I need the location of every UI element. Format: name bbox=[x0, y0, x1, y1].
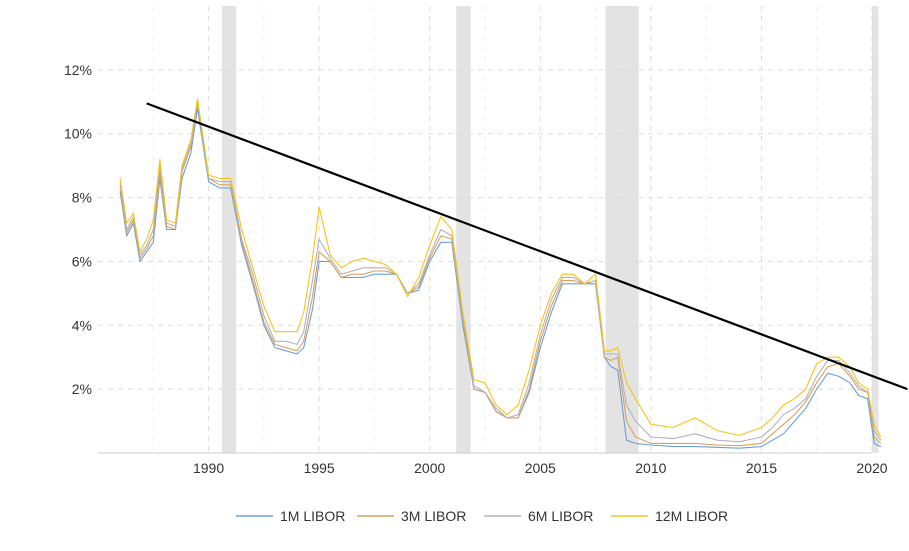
series-line-3 bbox=[119, 98, 882, 438]
x-tick-label: 1990 bbox=[193, 460, 224, 476]
x-tick-label: 2005 bbox=[525, 460, 556, 476]
series-lines bbox=[119, 98, 882, 449]
trendline bbox=[146, 102, 908, 391]
y-tick-label: 12% bbox=[64, 62, 92, 78]
legend: 1M LIBOR 3M LIBOR 6M LIBOR 12M LIBOR bbox=[236, 508, 728, 524]
recession-band-1 bbox=[456, 6, 471, 453]
x-tick-label: 2000 bbox=[414, 460, 445, 476]
x-axis-ticks: 1990 1995 2000 2005 2010 2015 2020 bbox=[193, 460, 888, 476]
legend-label[interactable]: 12M LIBOR bbox=[655, 508, 728, 524]
y-tick-label: 10% bbox=[64, 126, 92, 142]
y-axis-ticks: 2% 4% 6% 8% 10% 12% bbox=[64, 62, 92, 397]
legend-label[interactable]: 3M LIBOR bbox=[401, 508, 466, 524]
y-tick-label: 6% bbox=[72, 253, 92, 269]
y-tick-label: 8% bbox=[72, 190, 92, 206]
x-tick-label: 2015 bbox=[746, 460, 777, 476]
y-tick-label: 2% bbox=[72, 381, 92, 397]
x-tick-label: 2020 bbox=[856, 460, 887, 476]
legend-label[interactable]: 6M LIBOR bbox=[528, 508, 593, 524]
trendline-layer bbox=[146, 102, 908, 391]
recession-band-0 bbox=[221, 6, 237, 453]
y-tick-label: 4% bbox=[72, 317, 92, 333]
legend-label[interactable]: 1M LIBOR bbox=[280, 508, 345, 524]
recession-bands bbox=[221, 6, 879, 453]
recession-band-3 bbox=[872, 6, 879, 453]
x-tick-label: 2010 bbox=[635, 460, 666, 476]
x-tick-label: 1995 bbox=[304, 460, 335, 476]
